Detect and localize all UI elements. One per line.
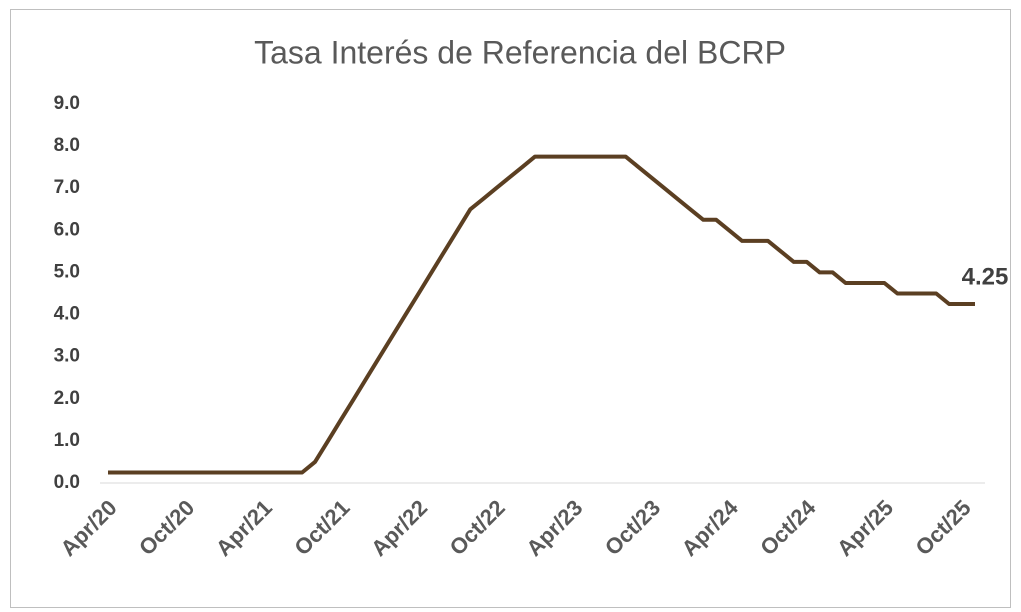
chart-title: Tasa Interés de Referencia del BCRP [254,34,786,70]
y-tick-label: 9.0 [54,93,80,114]
y-tick-label: 0.0 [54,472,80,493]
data-label: 4.25 [962,263,1009,290]
chart-border [10,9,1011,608]
y-tick-label: 4.0 [54,304,80,325]
y-tick-label: 6.0 [54,219,80,240]
y-tick-label: 3.0 [54,346,80,367]
y-tick-label: 2.0 [54,388,80,409]
y-tick-label: 7.0 [54,177,80,198]
y-tick-label: 1.0 [54,430,80,451]
y-tick-label: 8.0 [54,135,80,156]
line [108,154,975,475]
y-tick-label: 5.0 [54,261,80,282]
